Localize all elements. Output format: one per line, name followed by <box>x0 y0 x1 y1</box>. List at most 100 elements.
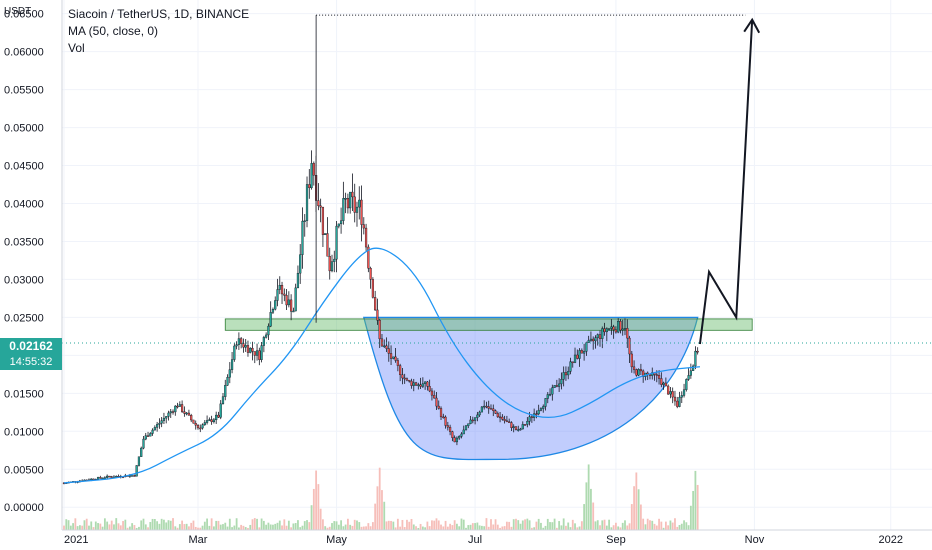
volume-bar <box>431 520 433 530</box>
volume-bar <box>501 526 504 530</box>
candle-body <box>131 475 134 477</box>
candle-body <box>573 354 577 363</box>
y-tick-label: 0.05000 <box>4 123 44 135</box>
volume-bar <box>228 518 231 530</box>
drawing-overlays <box>62 14 932 345</box>
volume-bar <box>326 527 329 530</box>
volume-bar <box>689 505 692 530</box>
volume-bar <box>256 518 258 530</box>
candle-body <box>492 408 495 411</box>
candle-body <box>539 408 543 411</box>
volume-bar <box>533 527 536 530</box>
volume-bar <box>319 508 322 530</box>
volume-bar <box>587 464 590 530</box>
volume-bar <box>660 521 663 530</box>
volume-bar <box>412 524 415 530</box>
volume-bar <box>560 525 563 530</box>
candle-body <box>287 299 290 306</box>
volume-bar <box>496 524 499 530</box>
volume-bar <box>299 527 302 530</box>
volume-bar <box>596 520 599 530</box>
candle-body <box>212 419 216 423</box>
volume-bar <box>617 526 620 530</box>
volume-bar <box>678 524 681 530</box>
volume-bar <box>281 525 283 530</box>
volume-bar <box>67 520 70 530</box>
symbol-title[interactable]: Siacoin / TetherUS, 1D, BINANCE <box>68 7 250 21</box>
volume-bar <box>240 524 243 530</box>
volume-bar <box>424 527 427 530</box>
candle-body <box>344 198 347 200</box>
candle-body <box>473 417 477 421</box>
volume-bar <box>540 522 542 530</box>
candle-body <box>135 465 138 477</box>
volume-bar <box>408 521 411 530</box>
candle-body <box>392 356 395 359</box>
candle-body <box>312 163 315 176</box>
volume-bar <box>667 525 670 530</box>
volume-bar <box>181 520 184 530</box>
volume-bar <box>478 525 481 530</box>
y-tick-label: 0.05500 <box>4 85 44 97</box>
volume-bar <box>639 504 642 530</box>
volume-bar <box>426 521 429 530</box>
candle-body <box>412 382 415 386</box>
candle-body <box>108 475 111 478</box>
volume-bar <box>283 519 286 530</box>
candle-body <box>408 379 411 382</box>
candle-body <box>96 477 100 480</box>
candle-body <box>555 385 558 387</box>
candle-body <box>414 382 418 386</box>
candle-body <box>137 456 141 466</box>
volume-bar <box>142 518 145 530</box>
candle-body <box>403 377 406 380</box>
candle-body <box>401 374 404 379</box>
volume-bar <box>558 521 561 530</box>
volume-bar <box>551 522 554 530</box>
candle-body <box>321 206 325 235</box>
candle-body <box>419 384 422 387</box>
volume-bar <box>519 523 522 530</box>
candle-body <box>387 348 390 354</box>
volume-bar <box>360 526 363 530</box>
x-tick-label: May <box>326 534 347 546</box>
volume-legend[interactable]: Vol <box>68 41 85 55</box>
volume-bar <box>317 484 320 530</box>
candle-body <box>228 369 231 378</box>
volume-bar <box>367 523 370 530</box>
volume-bar <box>135 527 138 530</box>
volume-bar <box>637 489 640 530</box>
volume-bar <box>510 526 513 530</box>
candle-body <box>560 379 563 385</box>
candle-body <box>680 395 683 398</box>
volume-bar <box>592 502 595 530</box>
volume-bar <box>178 524 181 530</box>
volume-bar <box>285 525 288 530</box>
candle-body <box>617 321 620 333</box>
volume-bar <box>258 527 261 530</box>
volume-bar <box>469 524 472 530</box>
candle-body <box>367 246 370 269</box>
volume-bar <box>481 525 483 530</box>
candle-body <box>385 345 388 349</box>
volume-bar <box>63 525 65 530</box>
candle-body <box>305 184 309 221</box>
ma-legend[interactable]: MA (50, close, 0) <box>68 24 159 38</box>
candle-body <box>133 475 136 477</box>
candle-body <box>156 424 159 428</box>
candle-body <box>630 353 633 368</box>
x-tick-label: 2021 <box>64 534 88 546</box>
volume-bar <box>158 523 161 530</box>
volume-bar <box>628 523 631 530</box>
volume-bar <box>565 525 567 530</box>
volume-bar <box>83 520 86 530</box>
volume-bar <box>494 519 497 530</box>
candle-body <box>369 268 372 280</box>
candle-body <box>353 196 356 213</box>
candle-body <box>362 224 365 229</box>
volume-bar <box>342 526 345 530</box>
bar-countdown: 14:55:32 <box>9 356 53 368</box>
candle-body <box>149 433 152 437</box>
volume-bar <box>444 520 447 530</box>
